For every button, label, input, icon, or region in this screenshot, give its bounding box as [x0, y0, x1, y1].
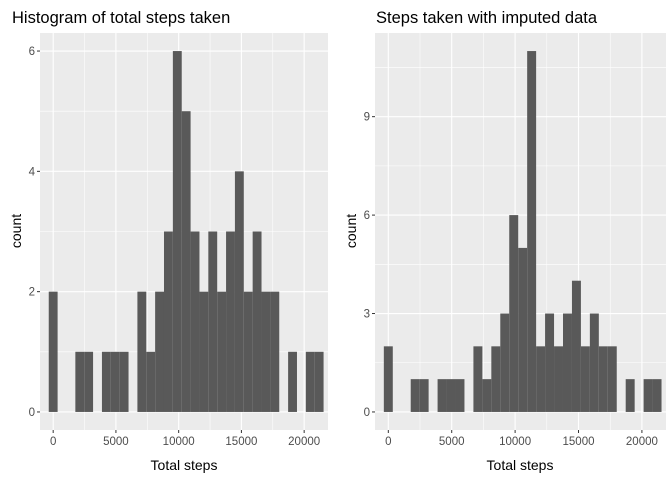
histogram-bar [571, 280, 581, 412]
y-axis-label: count [8, 214, 24, 248]
x-tick-label: 5000 [103, 436, 129, 448]
x-tick-label: 0 [385, 436, 391, 448]
histogram-bar [518, 247, 528, 412]
histogram-bar [446, 379, 456, 412]
histogram-bar [410, 379, 420, 412]
histogram-bar [419, 379, 429, 412]
histogram-bar [208, 231, 218, 412]
histogram-bar [101, 351, 111, 412]
histogram-bar [314, 351, 324, 412]
histogram-bar [155, 291, 164, 412]
histogram-bar [455, 379, 465, 412]
histogram-bar [110, 351, 120, 412]
histogram-bar [643, 379, 653, 412]
histogram-bar [625, 379, 635, 412]
histogram-bar [163, 231, 173, 412]
x-axis-label: Total steps [151, 457, 218, 473]
y-tick-label: 3 [364, 309, 370, 321]
histogram-bar [491, 346, 501, 412]
histogram-bar [226, 231, 235, 412]
histogram-bar [383, 346, 393, 412]
bars [48, 51, 324, 412]
histogram-bar [589, 313, 599, 412]
histogram-bar [243, 291, 253, 412]
histogram-imputed-steps: Steps taken with imputed data 0 5000 10000… [343, 9, 666, 473]
y-axis-ticks: 0 3 6 9 [364, 112, 375, 419]
histogram-bar [75, 351, 85, 412]
histogram-bar [562, 313, 572, 412]
histogram-bar [119, 351, 129, 412]
histogram-bar [181, 111, 191, 412]
x-tick-label: 10000 [163, 436, 195, 448]
histogram-bar [482, 379, 492, 412]
histogram-bar [652, 379, 662, 412]
bars [383, 51, 662, 412]
x-tick-label: 15000 [225, 436, 257, 448]
histogram-bar [261, 291, 271, 412]
y-tick-label: 9 [364, 112, 370, 124]
histogram-bar [607, 346, 617, 412]
y-axis-ticks: 0 2 4 6 [29, 46, 40, 419]
x-axis-ticks: 0 5000 10000 15000 20000 [50, 430, 320, 448]
histogram-bar [84, 351, 94, 412]
histogram-bar [234, 171, 244, 412]
histogram-bar [305, 351, 315, 412]
y-tick-label: 6 [364, 210, 370, 222]
x-tick-label: 0 [50, 436, 56, 448]
x-axis-ticks: 0 5000 10000 15000 20000 [385, 430, 658, 448]
histogram-bar [199, 291, 209, 412]
y-tick-label: 6 [29, 46, 35, 58]
y-tick-label: 2 [29, 287, 35, 299]
histogram-total-steps: Histogram of total steps taken 0 5000 1000… [8, 9, 328, 473]
histogram-bar [580, 346, 590, 412]
histogram-bar [437, 379, 447, 412]
histogram-bar [500, 313, 510, 412]
histogram-bar [288, 351, 297, 412]
histogram-bar [509, 215, 519, 412]
histogram-bar [137, 291, 147, 412]
histogram-bar [473, 346, 483, 412]
x-tick-label: 10000 [499, 436, 531, 448]
x-tick-label: 20000 [626, 436, 658, 448]
histogram-bar [270, 291, 280, 412]
y-tick-label: 0 [364, 407, 370, 419]
histogram-bar [252, 231, 262, 412]
histogram-bar [527, 51, 537, 412]
histogram-bar [146, 351, 156, 412]
y-axis-label: count [343, 214, 359, 248]
y-tick-label: 4 [29, 166, 36, 178]
histogram-bar [554, 346, 563, 412]
histogram-bar [545, 313, 555, 412]
histogram-bar [172, 51, 182, 412]
chart-title: Steps taken with imputed data [376, 9, 598, 27]
chart-title: Histogram of total steps taken [12, 9, 230, 27]
histogram-bar [190, 231, 200, 412]
histogram-bar [598, 346, 608, 412]
histogram-bar [536, 346, 546, 412]
x-axis-label: Total steps [487, 457, 554, 473]
histogram-bar [217, 291, 227, 412]
x-tick-label: 20000 [288, 436, 320, 448]
x-tick-label: 5000 [439, 436, 465, 448]
y-tick-label: 0 [29, 407, 35, 419]
x-tick-label: 15000 [563, 436, 595, 448]
histogram-bar [48, 291, 58, 412]
